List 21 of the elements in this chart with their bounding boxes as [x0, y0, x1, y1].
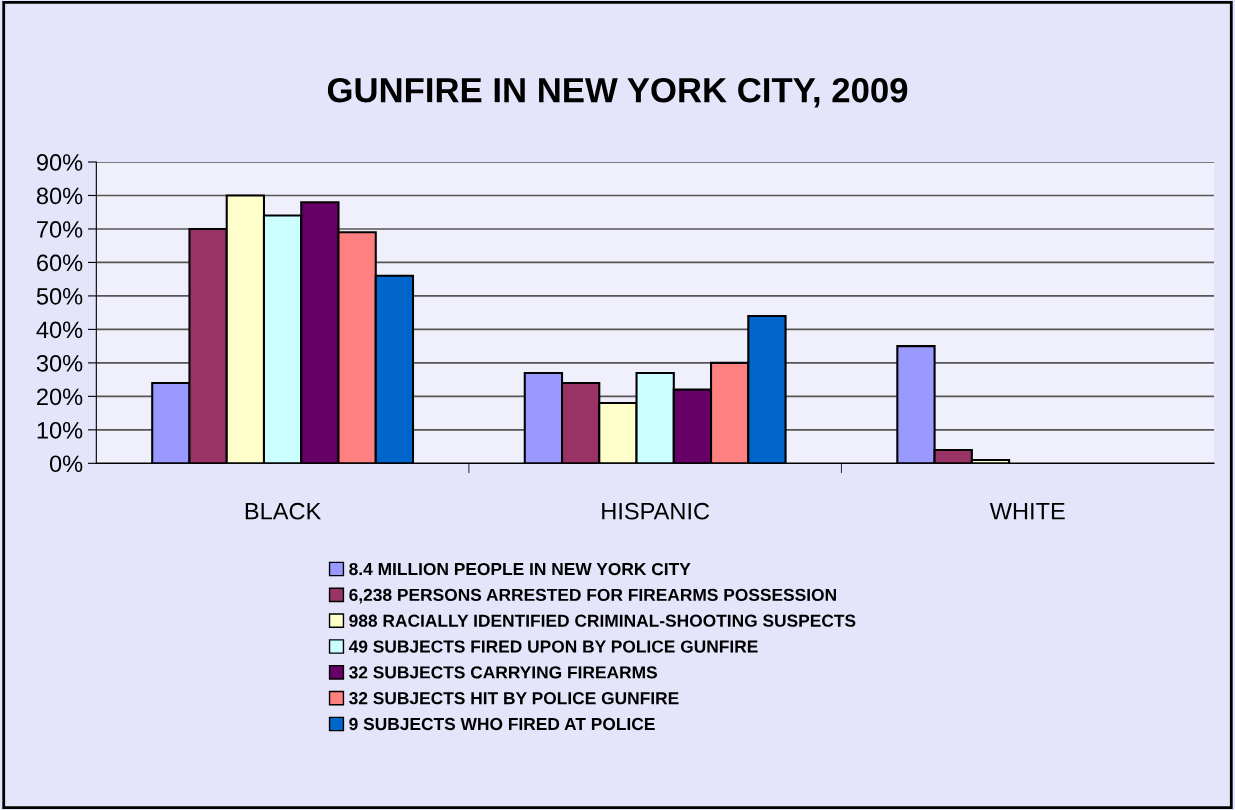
legend-label: 32 SUBJECTS HIT BY POLICE GUNFIRE: [349, 692, 679, 705]
legend-label: 9 SUBJECTS WHO FIRED AT POLICE: [349, 717, 655, 731]
y-tick-label: 20%: [37, 388, 83, 406]
x-tick-label: BLACK: [245, 502, 322, 520]
legend-label: 49 SUBJECTS FIRED UPON BY POLICE GUNFIRE: [348, 640, 758, 653]
y-tick-label: 70%: [37, 221, 83, 238]
y-tick-label: 40%: [36, 321, 83, 339]
y-tick-label: 10%: [37, 421, 83, 439]
legend-label: 32 SUBJECTS CARRYING FIREARMS: [349, 666, 657, 679]
y-tick-label: 80%: [36, 187, 83, 205]
chart-title: GUNFIRE IN NEW YORK CITY, 2009: [327, 77, 908, 108]
legend-label: 988 RACIALLY IDENTIFIED CRIMINAL-SHOOTING SUSPECTS: [349, 614, 856, 627]
y-tick-label: 90%: [36, 154, 83, 171]
legend-label: 6,238 PERSONS ARRESTED FOR FIREARMS POSSESSION: [349, 588, 836, 604]
y-tick-label: 0%: [49, 455, 83, 473]
y-tick-label: 60%: [37, 254, 83, 272]
legend-label: 8.4 MILLION PEOPLE IN NEW YORK CITY: [349, 562, 691, 576]
y-tick-label: 50%: [36, 287, 83, 305]
x-tick-label: HISPANIC: [602, 502, 710, 520]
x-tick-label: WHITE: [989, 503, 1065, 520]
y-tick-label: 30%: [36, 354, 83, 372]
